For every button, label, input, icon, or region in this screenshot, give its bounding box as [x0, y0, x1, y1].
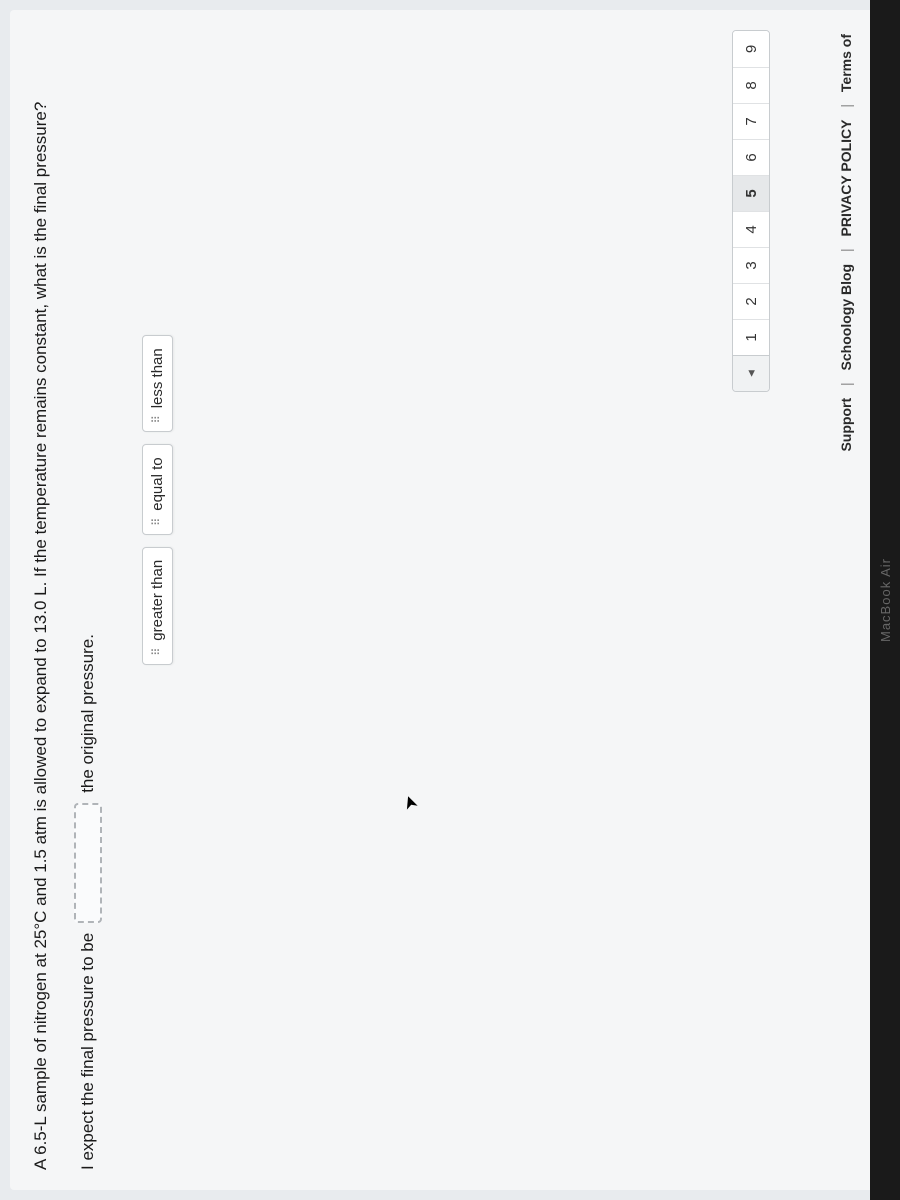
pager-page-8[interactable]: 8: [733, 67, 769, 103]
chevron-left-icon: ◂: [743, 370, 759, 377]
pager-page-6[interactable]: 6: [733, 139, 769, 175]
pager-page-9[interactable]: 9: [733, 31, 769, 67]
chip-greater-than[interactable]: ⠿ greater than: [142, 547, 173, 665]
privacy-link[interactable]: PRIVACY POLICY: [838, 120, 854, 237]
pager-page-1[interactable]: 1: [733, 319, 769, 355]
sentence-prefix: I expect the final pressure to be: [78, 933, 98, 1170]
chip-less-than[interactable]: ⠿ less than: [142, 335, 173, 432]
drag-handle-icon: ⠿: [152, 519, 163, 526]
device-bezel: MacBook Air: [870, 0, 900, 1200]
footer-links: Support | Schoology Blog | PRIVACY POLIC…: [838, 30, 854, 456]
chip-label: greater than: [149, 560, 166, 641]
chip-label: less than: [149, 348, 166, 408]
sentence-suffix: the original pressure.: [78, 634, 98, 793]
pager-page-3[interactable]: 3: [733, 247, 769, 283]
question-card: A 6.5-L sample of nitrogen at 25°C and 1…: [10, 10, 890, 1190]
question-prompt: A 6.5-L sample of nitrogen at 25°C and 1…: [28, 30, 54, 1170]
pager-page-7[interactable]: 7: [733, 103, 769, 139]
mouse-cursor-icon: ➤: [398, 792, 423, 813]
separator: |: [838, 104, 854, 108]
answer-chips-row: ⠿ greater than ⠿ equal to ⠿ less than: [142, 30, 173, 970]
separator: |: [838, 248, 854, 252]
pager-page-4[interactable]: 4: [733, 211, 769, 247]
terms-link[interactable]: Terms of: [838, 34, 854, 92]
chip-label: equal to: [149, 457, 166, 510]
answer-drop-zone[interactable]: [74, 803, 102, 923]
support-link[interactable]: Support: [838, 398, 854, 452]
fill-sentence: I expect the final pressure to be the or…: [74, 30, 102, 1170]
drag-handle-icon: ⠿: [152, 649, 163, 656]
blog-link[interactable]: Schoology Blog: [838, 264, 854, 371]
separator: |: [838, 382, 854, 386]
pager-page-2[interactable]: 2: [733, 283, 769, 319]
question-pager: ◂ 1 2 3 4 5 6 7 8 9: [732, 30, 770, 392]
drag-handle-icon: ⠿: [152, 416, 163, 423]
device-label: MacBook Air: [878, 558, 893, 642]
pager-page-5[interactable]: 5: [733, 175, 769, 211]
chip-equal-to[interactable]: ⠿ equal to: [142, 444, 173, 534]
pager-prev-button[interactable]: ◂: [733, 355, 769, 391]
viewport: A 6.5-L sample of nitrogen at 25°C and 1…: [0, 0, 900, 1200]
